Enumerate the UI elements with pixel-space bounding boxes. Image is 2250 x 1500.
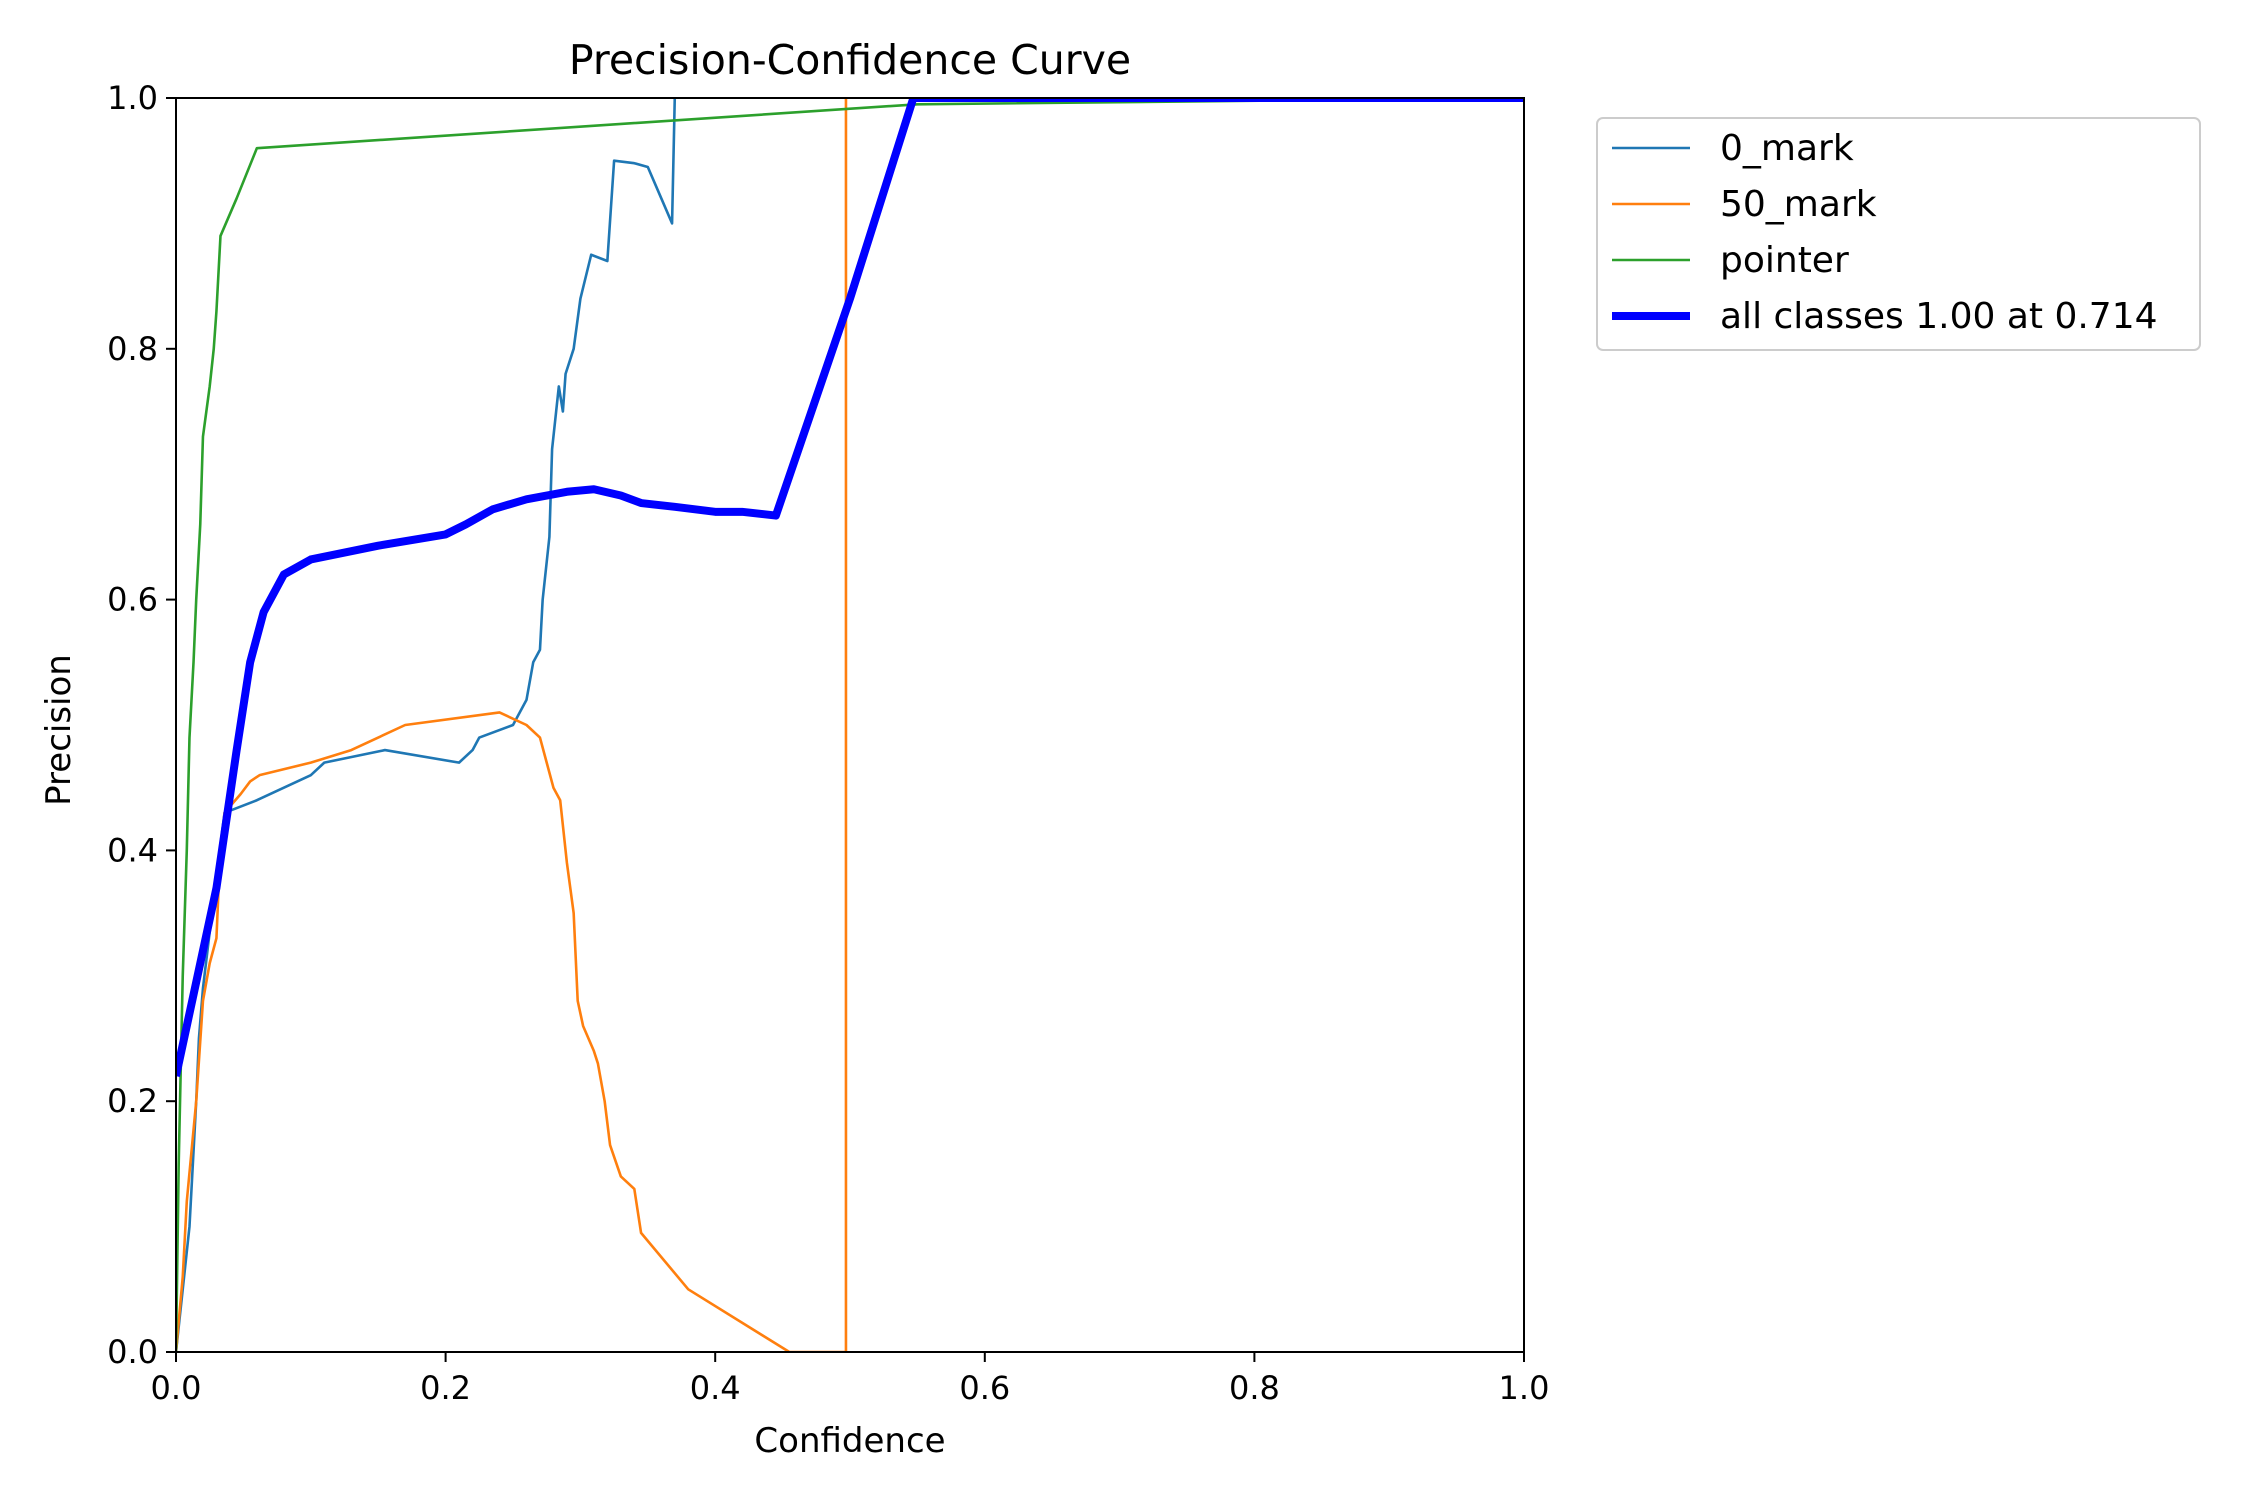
x-tick-label: 0.4 bbox=[690, 1369, 741, 1407]
plot-area-frame bbox=[175, 97, 1525, 1353]
series-line-0-mark bbox=[176, 98, 677, 1352]
x-axis-label: Confidence bbox=[754, 1421, 945, 1461]
y-tick-label: 0.6 bbox=[107, 581, 158, 619]
chart-title: Precision-Confidence Curve bbox=[569, 36, 1131, 84]
x-tick-label: 0.8 bbox=[1229, 1369, 1280, 1407]
legend-label: pointer bbox=[1720, 240, 1849, 281]
axis-ticks: 0.0 0.2 0.4 0.6 0.8 1.0 0.0 0.2 0.4 0.6 0.8 1.0 bbox=[107, 79, 1549, 1407]
series-line-all-classes-1-00-at-0-714 bbox=[176, 98, 1524, 1077]
x-tick-label: 0.0 bbox=[151, 1369, 202, 1407]
y-tick-label: 0.8 bbox=[107, 330, 158, 368]
x-tick-label: 0.2 bbox=[420, 1369, 471, 1407]
legend-box bbox=[1596, 117, 2201, 351]
x-tick-label: 0.6 bbox=[959, 1369, 1010, 1407]
x-tick-label: 1.0 bbox=[1499, 1369, 1550, 1407]
series-line-50-mark bbox=[176, 98, 848, 1352]
series-line-pointer bbox=[176, 98, 1524, 1352]
legend-label: all classes 1.00 at 0.714 bbox=[1720, 296, 2158, 337]
y-tick-label: 0.2 bbox=[107, 1082, 158, 1120]
y-tick-label: 0.0 bbox=[107, 1333, 158, 1371]
y-tick-label: 0.4 bbox=[107, 831, 158, 869]
legend-label: 0_mark bbox=[1720, 128, 1854, 169]
y-axis-label: Precision bbox=[39, 654, 79, 806]
y-tick-label: 1.0 bbox=[107, 79, 158, 117]
legend-label: 50_mark bbox=[1720, 184, 1877, 225]
series-layer bbox=[176, 98, 1524, 1352]
